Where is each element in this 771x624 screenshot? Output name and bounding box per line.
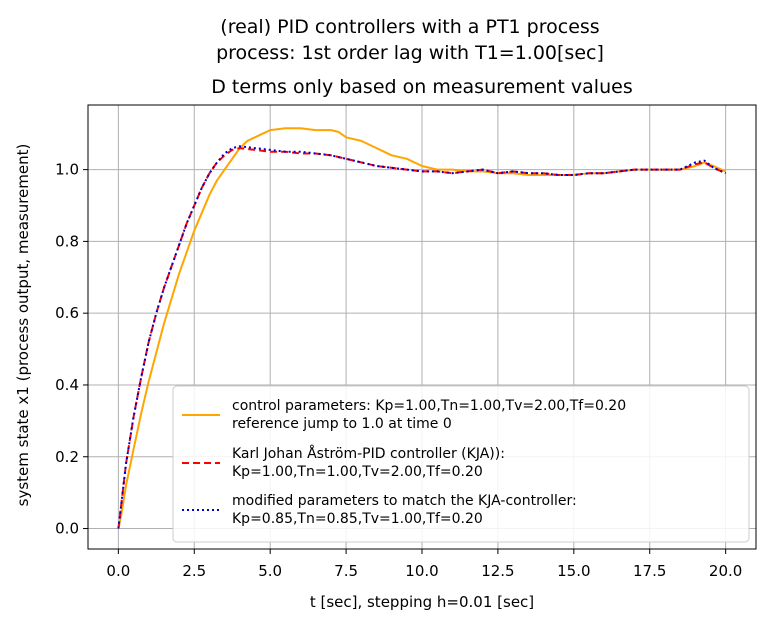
- x-axis-label: t [sec], stepping h=0.01 [sec]: [310, 593, 534, 611]
- ticks: 0.0 2.5 5.0 7.5 10.0 12.5 15.0 17.5 20.0 0.0 0.2 0.…: [55, 161, 742, 580]
- chart-title: D terms only based on measurement values: [211, 76, 632, 98]
- x-tick-label-3: 7.5: [334, 562, 358, 580]
- legend-entry-1-line-1: Kp=1.00,Tn=1.00,Tv=2.00,Tf=0.20: [232, 464, 483, 480]
- x-tick-label-5: 12.5: [481, 562, 514, 580]
- x-tick-label-6: 15.0: [557, 562, 590, 580]
- suptitle-line-0: (real) PID controllers with a PT1 proces…: [220, 16, 599, 38]
- y-tick-label-0: 0.0: [55, 520, 79, 538]
- x-tick-label-0: 0.0: [106, 562, 130, 580]
- chart-titles: (real) PID controllers with a PT1 proces…: [211, 16, 632, 98]
- legend-entry-2-line-1: Kp=0.85,Tn=0.85,Tv=1.00,Tf=0.20: [232, 511, 483, 527]
- x-tick-label-4: 10.0: [405, 562, 438, 580]
- x-tick-label-1: 2.5: [182, 562, 206, 580]
- y-tick-label-4: 0.8: [55, 232, 79, 250]
- suptitle-line-1: process: 1st order lag with T1=1.00[sec]: [216, 42, 604, 64]
- series-layer: [117, 127, 727, 529]
- x-tick-label-7: 17.5: [633, 562, 666, 580]
- legend: control parameters: Kp=1.00,Tn=1.00,Tv=2…: [172, 385, 750, 543]
- x-tick-label-2: 5.0: [258, 562, 282, 580]
- legend-entry-2-line-0: modified parameters to match the KJA-con…: [232, 493, 577, 509]
- y-tick-label-5: 1.0: [55, 161, 79, 179]
- legend-entry-0-line-0: control parameters: Kp=1.00,Tn=1.00,Tv=2…: [232, 398, 626, 414]
- legend-box: [172, 385, 750, 543]
- series-line-2: [117, 145, 727, 529]
- x-tick-label-8: 20.0: [709, 562, 742, 580]
- legend-entry-0-line-1: reference jump to 1.0 at time 0: [232, 416, 452, 432]
- y-tick-label-1: 0.2: [55, 448, 79, 466]
- y-tick-label-3: 0.6: [55, 304, 79, 322]
- y-axis-label: system state x1 (process output, measure…: [14, 144, 32, 507]
- axis-labels: t [sec], stepping h=0.01 [sec] system sta…: [14, 144, 534, 611]
- legend-entry-1-line-0: Karl Johan Åström-PID controller (KJA)):: [232, 445, 505, 462]
- y-tick-label-2: 0.4: [55, 376, 79, 394]
